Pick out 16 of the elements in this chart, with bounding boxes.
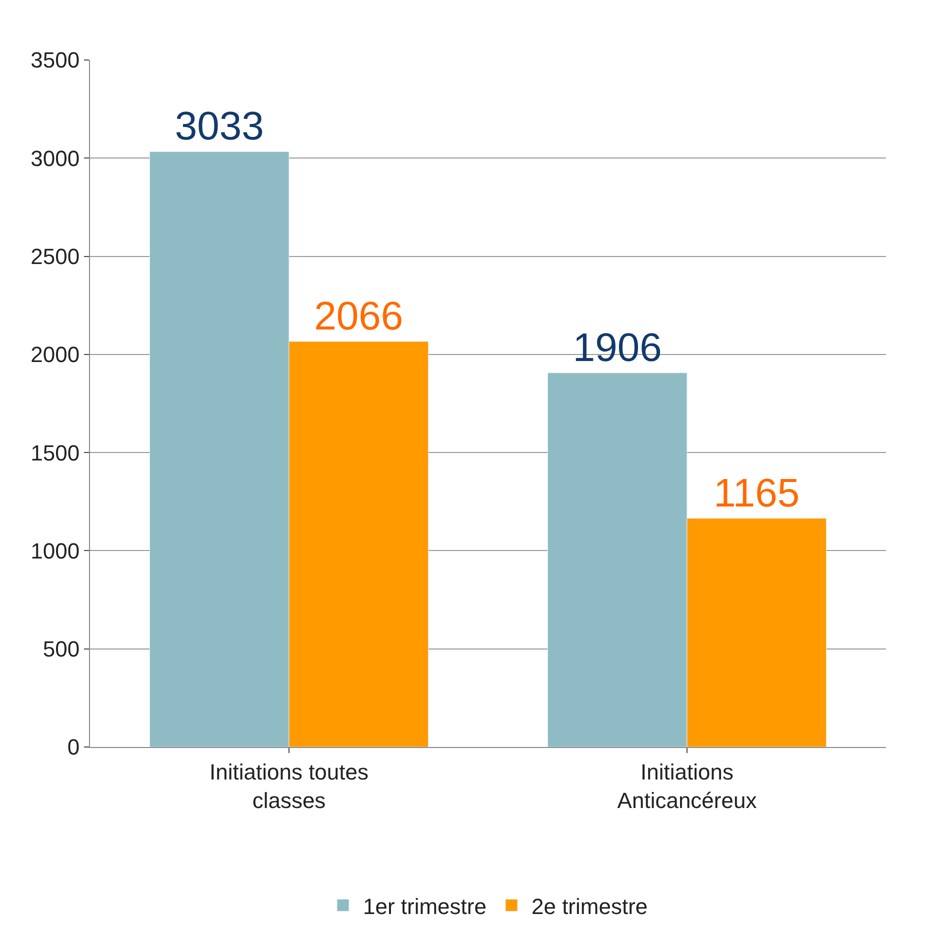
y-tick-label: 1500 <box>30 440 80 466</box>
y-tick-label: 1000 <box>30 538 80 564</box>
y-tick-label: 3500 <box>30 48 80 73</box>
data-label: 2066 <box>314 294 404 338</box>
data-label: 3033 <box>174 104 264 149</box>
data-label: 1165 <box>714 471 800 516</box>
y-tick-label: 2000 <box>30 342 80 368</box>
y-tick-label: 3000 <box>30 146 80 171</box>
y-tick-label: 2500 <box>30 244 80 269</box>
legend-label: 2e trimestre <box>531 894 648 919</box>
x-tick-label: Initiations toutes classes <box>210 759 368 813</box>
legend-label: 1er trimestre <box>363 894 486 919</box>
x-tick-label: Initiations Anticancéreux <box>617 759 757 813</box>
y-tick-label: 500 <box>42 636 80 662</box>
y-tick-label: 0 <box>67 734 80 760</box>
data-label: 1906 <box>572 326 662 370</box>
